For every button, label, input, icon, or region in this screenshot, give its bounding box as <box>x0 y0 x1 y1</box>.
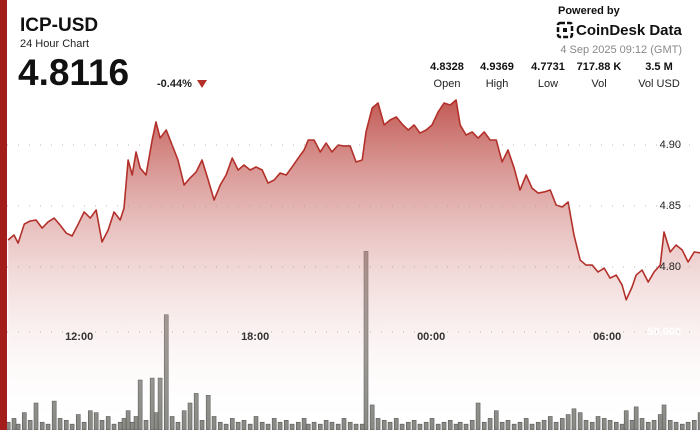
plot-area <box>7 99 700 430</box>
y-tick-label: 4.85 <box>660 200 681 212</box>
subtitle: 24 Hour Chart <box>20 38 89 50</box>
x-tick-label: 06:00 <box>593 331 621 343</box>
x-tick-label: 18:00 <box>241 331 269 343</box>
price-area <box>8 99 700 428</box>
stat-label: Vol USD <box>638 78 680 90</box>
change: -0.44% <box>157 78 192 90</box>
stat-label: Open <box>434 78 461 90</box>
price: 4.8116 <box>18 52 129 93</box>
x-tick-label: 12:00 <box>65 331 93 343</box>
stat-value: 717.88 K <box>577 61 622 73</box>
stat-value: 4.8328 <box>430 61 464 73</box>
stats: 4.8328 Open 4.9369 High 4.7731 Low 717.88 K Vol… <box>430 61 680 90</box>
brand-logo <box>556 21 574 39</box>
stat-label: High <box>486 78 509 90</box>
down-arrow <box>197 80 207 88</box>
y-tick-label: 4.90 <box>660 139 681 151</box>
y-tick-label: 4.80 <box>660 261 681 273</box>
y2-tick-label: 50,000 <box>647 326 681 338</box>
brand: CoinDesk Data <box>576 22 683 39</box>
title: ICP-USD <box>20 15 98 36</box>
powered-by: Powered by <box>558 5 621 17</box>
stat-value: 4.7731 <box>531 61 565 73</box>
stat-label: Vol <box>591 78 606 90</box>
accent-bar <box>0 0 7 430</box>
price-line <box>7 99 700 301</box>
x-tick-label: 00:00 <box>417 331 445 343</box>
timestamp: 4 Sep 2025 09:12 (GMT) <box>560 44 682 56</box>
stat-value: 3.5 M <box>645 61 673 73</box>
stat-value: 4.9369 <box>480 61 514 73</box>
stat-label: Low <box>538 78 558 90</box>
